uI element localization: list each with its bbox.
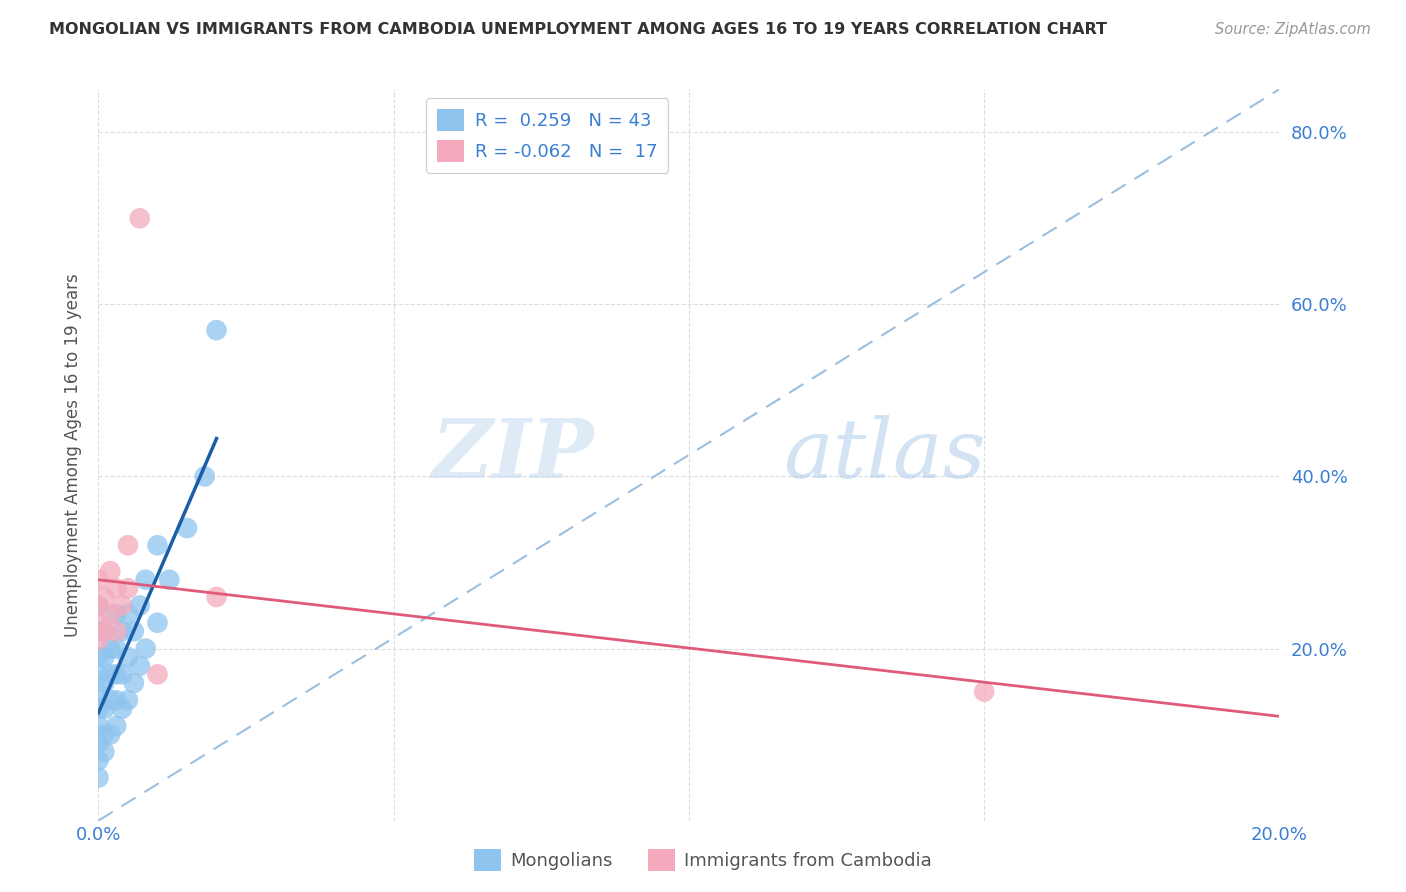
Point (105, 693, 128, 707)
Point (135, 641, 157, 656)
Point (117, 650, 139, 665)
Point (105, 667, 128, 681)
Text: atlas: atlas (783, 415, 986, 495)
Point (87, 599, 110, 613)
Point (146, 667, 169, 681)
Text: MONGOLIAN VS IMMIGRANTS FROM CAMBODIA UNEMPLOYMENT AMONG AGES 16 TO 19 YEARS COR: MONGOLIAN VS IMMIGRANTS FROM CAMBODIA UN… (49, 22, 1107, 37)
Point (87, 719, 110, 733)
Point (117, 607, 139, 621)
Point (93, 728, 115, 742)
Text: Source: ZipAtlas.com: Source: ZipAtlas.com (1215, 22, 1371, 37)
Point (98, 667, 121, 681)
Point (98, 641, 121, 656)
Point (93, 676, 115, 690)
Point (87, 615, 110, 630)
Point (157, 573, 180, 587)
Point (93, 650, 115, 665)
Point (87, 736, 110, 750)
Point (87, 599, 110, 613)
Point (176, 521, 198, 535)
Point (135, 573, 157, 587)
Point (146, 538, 169, 552)
Legend: R =  0.259   N = 43, R = -0.062   N =  17: R = 0.259 N = 43, R = -0.062 N = 17 (426, 98, 668, 173)
Point (111, 624, 134, 639)
Point (98, 693, 121, 707)
Point (98, 607, 121, 621)
Point (122, 624, 145, 639)
Point (87, 771, 110, 785)
Point (111, 667, 134, 681)
Point (93, 624, 115, 639)
Point (117, 538, 139, 552)
Point (205, 590, 228, 604)
Point (105, 607, 128, 621)
Point (87, 702, 110, 716)
Point (98, 728, 121, 742)
Point (87, 753, 110, 767)
Point (93, 745, 115, 759)
Point (117, 693, 139, 707)
Point (111, 599, 134, 613)
Point (128, 599, 150, 613)
Point (128, 658, 150, 673)
Point (87, 667, 110, 681)
Text: ZIP: ZIP (432, 415, 595, 495)
Point (146, 615, 169, 630)
Point (117, 582, 139, 596)
Point (128, 211, 150, 226)
Point (87, 632, 110, 647)
Point (87, 650, 110, 665)
Point (973, 684, 995, 698)
Point (93, 702, 115, 716)
Point (87, 684, 110, 698)
Point (205, 323, 228, 337)
Point (98, 564, 121, 578)
Point (122, 676, 145, 690)
Point (93, 624, 115, 639)
Point (194, 469, 217, 483)
Point (105, 719, 128, 733)
Point (93, 590, 115, 604)
Point (105, 624, 128, 639)
Y-axis label: Unemployment Among Ages 16 to 19 years: Unemployment Among Ages 16 to 19 years (63, 273, 82, 637)
Point (87, 573, 110, 587)
Legend: Mongolians, Immigrants from Cambodia: Mongolians, Immigrants from Cambodia (467, 842, 939, 879)
Point (111, 702, 134, 716)
Point (105, 582, 128, 596)
Point (105, 641, 128, 656)
Point (87, 624, 110, 639)
